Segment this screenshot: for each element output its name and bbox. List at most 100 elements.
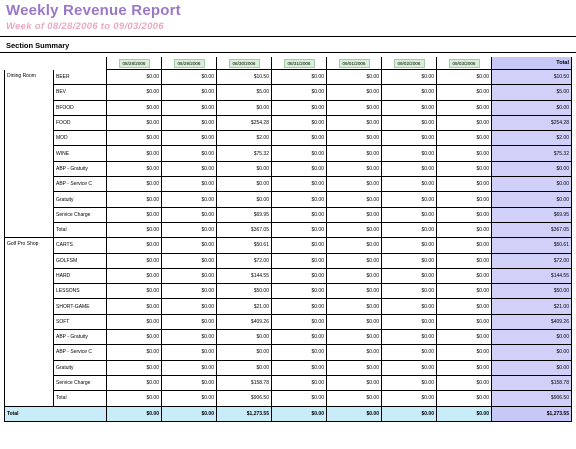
value-cell: $0.00: [381, 176, 437, 193]
value-cell: $0.00: [436, 314, 492, 331]
table-row: Service Charge $0.00 $0.00 $158.78 $0.00 $0.0…: [5, 375, 572, 392]
table-row: Service Charge $0.00 $0.00 $69.95 $0.00 $0.00…: [5, 207, 572, 223]
table-row: LESSONS $0.00 $0.00 $50.00 $0.00 $0.00 $0.00 $0…: [5, 283, 572, 300]
grand-total-value: $0.00: [381, 405, 437, 422]
row-total-cell: $144.55: [491, 268, 572, 285]
row-total-cell: $0.00: [491, 100, 572, 116]
value-cell: $0.00: [271, 222, 327, 239]
value-cell: $0.00: [271, 329, 327, 346]
value-cell: $0.00: [381, 222, 437, 239]
value-cell: $0.00: [161, 191, 217, 208]
value-cell: $0.00: [436, 207, 492, 223]
date-header-label: 08/30/2006: [228, 58, 260, 68]
value-cell: $0.00: [326, 344, 382, 361]
date-header-label: 08/28/2006: [118, 58, 150, 68]
date-header: 08/29/2006: [161, 57, 217, 70]
value-cell: $0.00: [326, 100, 382, 116]
value-cell: $0.00: [106, 344, 162, 361]
value-cell: $0.00: [326, 207, 382, 223]
value-cell: $0.00: [106, 207, 162, 223]
row-total-cell: $158.78: [491, 375, 572, 392]
value-cell: $0.00: [436, 390, 492, 407]
value-cell: $0.00: [106, 298, 162, 315]
value-cell: $0.00: [381, 207, 437, 223]
row-label: ABP - Gratuity: [53, 161, 107, 178]
value-cell: $0.00: [436, 145, 492, 162]
table-row: Golf Pro Shop CARTS $0.00 $0.00 $50.61 $0.00 $…: [4, 237, 572, 407]
value-cell: $0.00: [381, 283, 437, 300]
value-cell: $0.00: [326, 161, 382, 178]
value-cell: $0.00: [106, 130, 162, 147]
date-header: 08/30/2006: [216, 57, 272, 70]
value-cell: $0.00: [381, 314, 437, 331]
table-row: SOFT $0.00 $0.00 $409.26 $0.00 $0.00 $0.00 $0.0…: [5, 314, 572, 331]
value-cell: $0.00: [436, 130, 492, 147]
grand-total-value: $0.00: [271, 405, 327, 422]
table-row: SHORT-GAME $0.00 $0.00 $21.00 $0.00 $0.00 $0.0…: [5, 298, 572, 315]
value-cell: $0.00: [271, 375, 327, 392]
value-cell: $0.00: [436, 344, 492, 361]
row-label: Total: [53, 222, 107, 239]
value-cell: $0.00: [106, 329, 162, 346]
value-cell: $0.00: [381, 100, 437, 116]
value-cell: $0.00: [271, 298, 327, 315]
value-cell: $0.00: [271, 283, 327, 300]
row-total-cell: $0.00: [491, 161, 572, 178]
value-cell: $0.00: [271, 145, 327, 162]
value-cell: $0.00: [161, 314, 217, 331]
value-cell: $0.00: [271, 253, 327, 269]
value-cell: $144.55: [216, 268, 272, 285]
value-cell: $0.00: [326, 69, 382, 86]
date-header-label: 09/03/2006: [448, 58, 480, 68]
row-total-cell: $0.00: [491, 191, 572, 208]
row-total-cell: $10.50: [491, 69, 572, 86]
section-title: Section Summary: [6, 41, 70, 50]
value-cell: $0.00: [381, 191, 437, 208]
table-row: ABP - Gratuity $0.00 $0.00 $0.00 $0.00 $0.00 $…: [5, 329, 572, 346]
value-cell: $5.00: [216, 84, 272, 101]
value-cell: $0.00: [436, 360, 492, 376]
value-cell: $0.00: [381, 375, 437, 392]
value-cell: $0.00: [271, 100, 327, 116]
value-cell: $0.00: [381, 253, 437, 269]
value-cell: $0.00: [161, 344, 217, 361]
row-label: Total: [53, 390, 107, 407]
value-cell: $50.00: [216, 283, 272, 300]
value-cell: $0.00: [106, 145, 162, 162]
value-cell: $0.00: [271, 268, 327, 285]
grand-total-value: $0.00: [106, 405, 162, 422]
value-cell: $0.00: [381, 145, 437, 162]
value-cell: $50.61: [216, 237, 272, 254]
date-header: 09/02/2006: [381, 57, 437, 70]
value-cell: $0.00: [216, 191, 272, 208]
value-cell: $0.00: [381, 69, 437, 86]
value-cell: $0.00: [106, 69, 162, 86]
value-cell: $0.00: [326, 283, 382, 300]
value-cell: $0.00: [436, 222, 492, 239]
value-cell: $0.00: [381, 161, 437, 178]
table-row: Gratuity $0.00 $0.00 $0.00 $0.00 $0.00 $0.00 $0…: [5, 360, 572, 376]
value-cell: $0.00: [271, 191, 327, 208]
value-cell: $0.00: [381, 298, 437, 315]
value-cell: $0.00: [106, 100, 162, 116]
value-cell: $75.32: [216, 145, 272, 162]
value-cell: $0.00: [106, 191, 162, 208]
value-cell: $0.00: [106, 222, 162, 239]
value-cell: $0.00: [161, 329, 217, 346]
value-cell: $0.00: [326, 314, 382, 331]
value-cell: $0.00: [436, 69, 492, 86]
row-total-cell: $0.00: [491, 360, 572, 376]
row-total-cell: $5.00: [491, 84, 572, 101]
value-cell: $0.00: [106, 115, 162, 132]
row-total-cell: $72.00: [491, 253, 572, 269]
value-cell: $0.00: [381, 344, 437, 361]
value-cell: $0.00: [381, 390, 437, 407]
value-cell: $0.00: [271, 314, 327, 331]
value-cell: $0.00: [106, 237, 162, 254]
row-total-cell: $50.61: [491, 237, 572, 254]
value-cell: $0.00: [381, 130, 437, 147]
grand-total-value: $0.00: [436, 405, 492, 422]
header-blank: [5, 57, 54, 70]
date-header-label: 09/01/2006: [338, 58, 370, 68]
value-cell: $0.00: [326, 253, 382, 269]
